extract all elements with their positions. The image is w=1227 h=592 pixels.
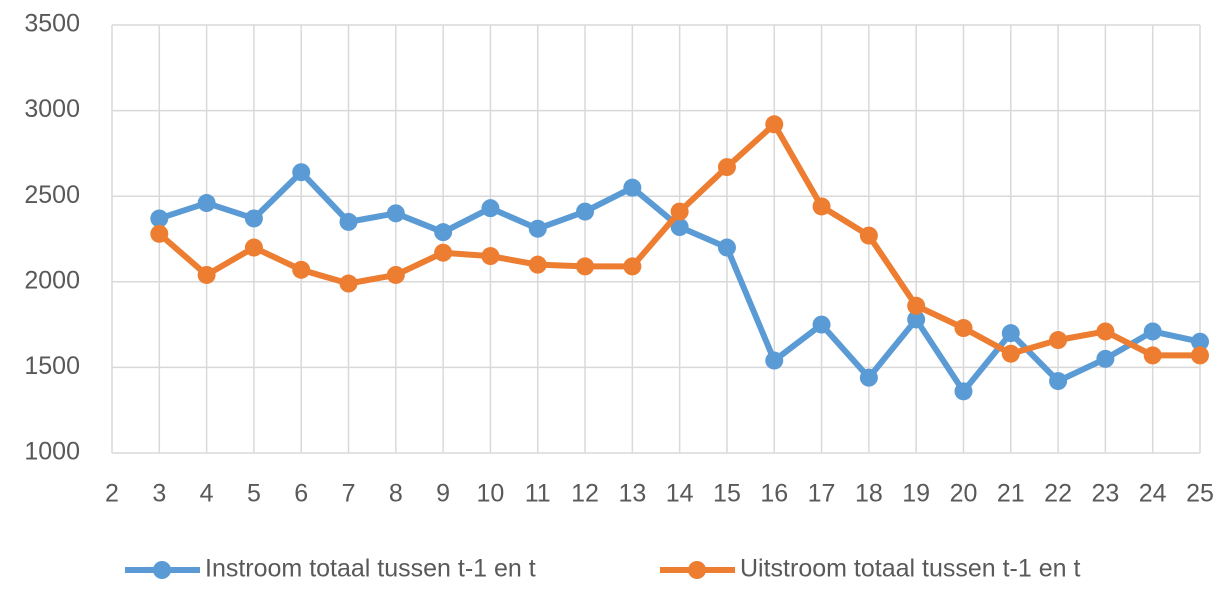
x-tick-label: 25 [1186,480,1214,508]
data-point [481,247,500,266]
data-point [339,274,358,293]
x-tick-label: 10 [477,480,505,508]
x-tick-label: 7 [342,480,356,508]
data-point [528,255,547,274]
data-point [292,260,311,279]
data-point [386,204,405,223]
data-point [1191,346,1209,365]
data-point [1143,346,1162,365]
x-tick-label: 15 [713,480,741,508]
data-point [812,315,831,334]
x-tick-label: 12 [571,480,599,508]
x-tick-label: 19 [902,480,930,508]
data-point [1049,372,1068,391]
data-point [765,115,784,134]
data-point [1096,349,1115,368]
data-point [1049,331,1068,350]
data-point [576,257,595,276]
x-tick-label: 5 [247,480,261,508]
x-tick-label: 6 [294,480,308,508]
legend-label: Uitstroom totaal tussen t-1 en t [740,555,1080,583]
x-tick-label: 14 [666,480,694,508]
data-point [386,265,405,284]
data-point [576,202,595,221]
y-tick-label: 1000 [24,438,80,466]
data-point [907,310,926,329]
data-point [1001,324,1020,343]
x-tick-label: 20 [950,480,978,508]
x-tick-label: 23 [1091,480,1119,508]
y-tick-label: 1500 [24,352,80,380]
x-tick-label: 4 [200,480,214,508]
x-tick-label: 13 [618,480,646,508]
data-point [717,238,736,257]
data-point [197,194,216,213]
data-point [812,197,831,216]
data-point [150,209,169,228]
data-point [765,351,784,370]
y-tick-label: 2500 [24,181,80,209]
data-point [623,257,642,276]
data-point [670,218,689,237]
data-point [954,382,973,401]
x-tick-label: 21 [997,480,1025,508]
x-tick-label: 17 [808,480,836,508]
data-point [717,158,736,177]
data-point [244,238,263,257]
data-point [292,163,311,182]
y-tick-label: 2000 [24,266,80,294]
data-point [434,223,453,242]
data-point [528,219,547,238]
data-point [1096,322,1115,341]
data-point [1001,344,1020,363]
y-tick-label: 3500 [24,10,80,38]
x-tick-label: 24 [1139,480,1167,508]
data-point [859,368,878,387]
data-point [954,319,973,338]
legend-marker [153,561,171,579]
x-tick-label: 22 [1044,480,1072,508]
data-point [1143,322,1162,341]
data-point [339,212,358,231]
x-tick-label: 3 [152,480,166,508]
data-point [907,296,926,315]
data-point [481,199,500,218]
data-point [670,202,689,221]
x-tick-label: 2 [105,480,119,508]
data-point [150,224,169,243]
y-tick-label: 3000 [24,95,80,123]
x-tick-label: 8 [389,480,403,508]
data-point [197,265,216,284]
legend-label: Instroom totaal tussen t-1 en t [205,555,536,583]
x-tick-label: 11 [525,480,551,508]
data-point [859,226,878,245]
data-point [434,243,453,262]
x-tick-label: 9 [436,480,450,508]
data-point [244,209,263,228]
x-tick-label: 18 [855,480,883,508]
data-point [623,178,642,197]
x-tick-label: 16 [760,480,788,508]
data-point [1191,332,1209,351]
legend-marker [688,561,706,579]
